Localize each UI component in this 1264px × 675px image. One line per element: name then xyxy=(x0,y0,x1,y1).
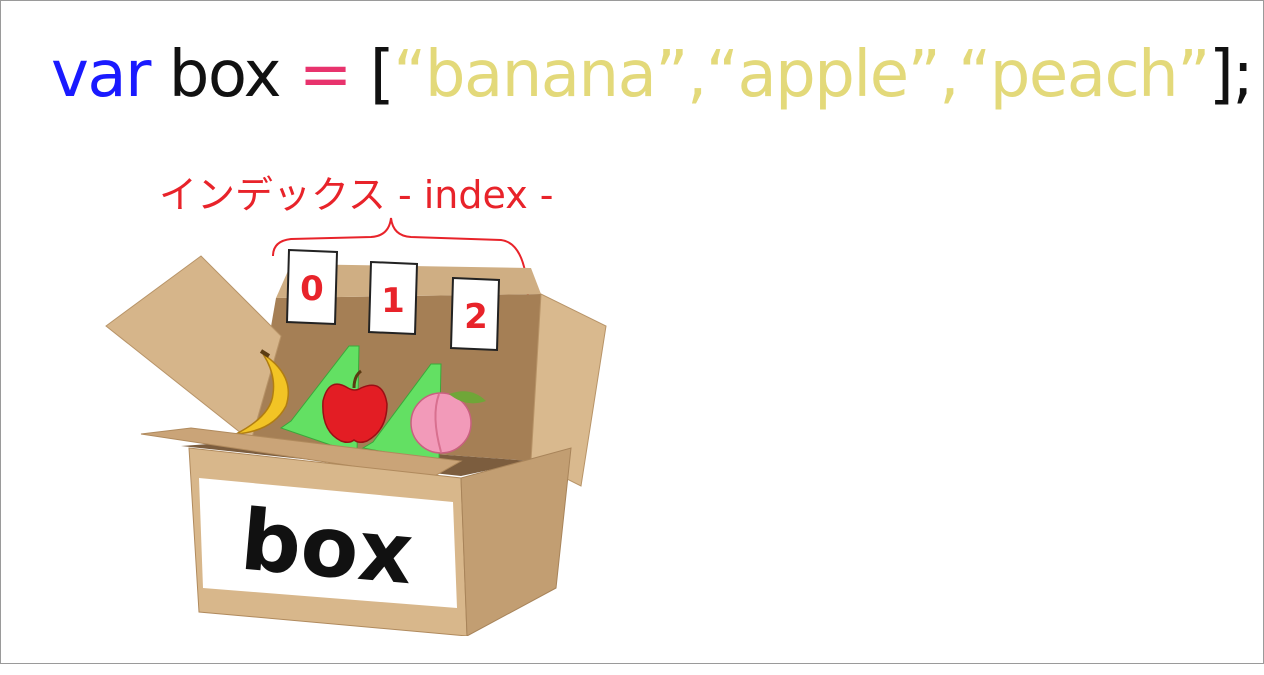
index-number: 0 xyxy=(300,269,324,309)
box-front-flap xyxy=(140,427,463,479)
assign-operator: = xyxy=(298,38,353,112)
var-keyword: var xyxy=(51,38,151,112)
index-card-0: 0 xyxy=(285,248,339,326)
apple-icon xyxy=(322,369,388,444)
box-label-text: box xyxy=(237,491,417,604)
index-brace xyxy=(272,217,529,299)
index-label: インデックス - index - xyxy=(159,173,554,217)
close-bracket-semicolon: ]; xyxy=(1208,38,1254,112)
peach-icon xyxy=(410,391,486,454)
box-label-panel xyxy=(199,478,457,608)
variable-name: box xyxy=(168,38,282,112)
string-peach: “peach” xyxy=(958,38,1210,112)
string-apple: “apple” xyxy=(705,38,941,112)
comma: , xyxy=(686,38,707,112)
box-illustration: 0 1 2 xyxy=(105,217,607,636)
box-side-face xyxy=(460,447,572,636)
string-banana: “banana” xyxy=(393,38,688,112)
code-statement: var box = [“banana”,“apple”,“peach”]; xyxy=(51,43,1254,107)
index-card-2: 2 xyxy=(449,276,501,352)
comma: , xyxy=(939,38,959,112)
index-number: 2 xyxy=(464,297,488,337)
box-left-flap xyxy=(105,255,282,442)
open-bracket: [ xyxy=(369,38,395,112)
index-card-1: 1 xyxy=(367,260,419,336)
index-number: 1 xyxy=(381,281,405,321)
